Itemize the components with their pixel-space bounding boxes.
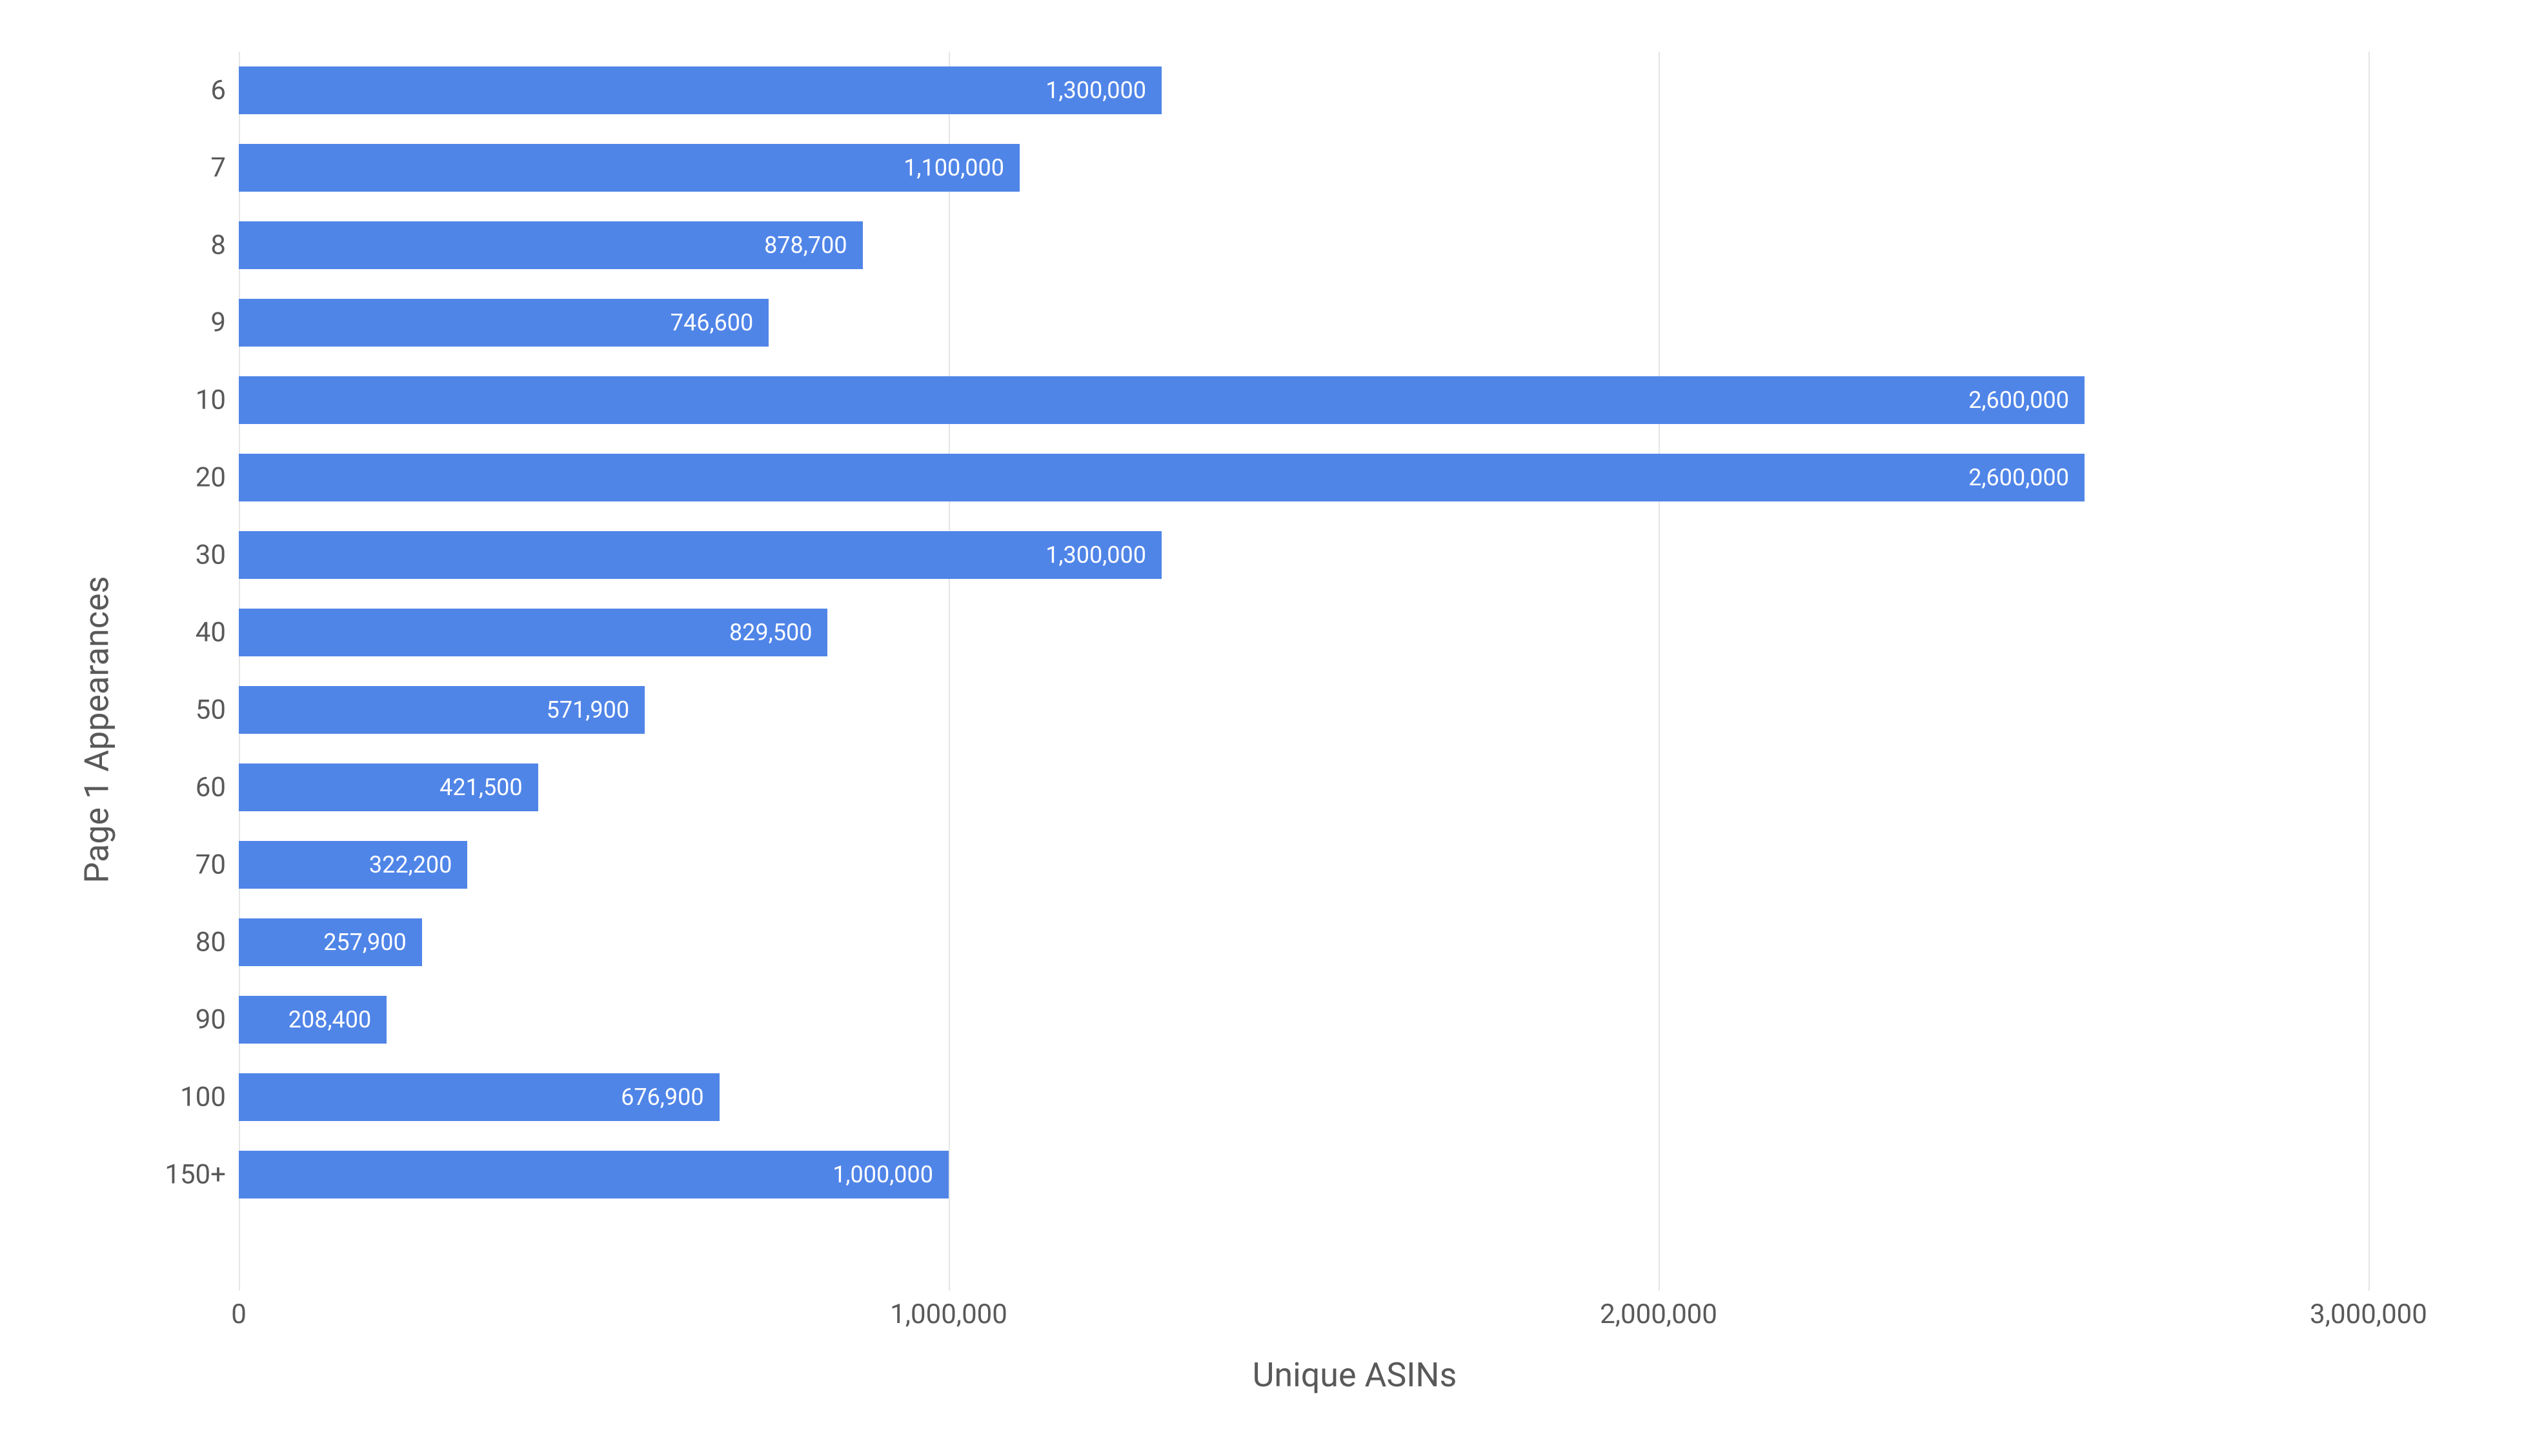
y-tick-label: 6: [210, 75, 226, 106]
y-tick-label: 8: [210, 230, 226, 261]
y-tick-labels: 6 7 8 9 10 20 30 40 50 60 70 80 90 100 150+: [129, 52, 239, 1213]
y-tick-label: 90: [196, 1004, 226, 1036]
bar: 571,900: [239, 686, 645, 734]
bar-value-label: 1,100,000: [904, 154, 1004, 181]
x-tick-label: 3,000,000: [2310, 1299, 2427, 1330]
bar-value-label: 1,300,000: [1045, 541, 1146, 569]
x-axis-title-text: Unique ASINs: [1253, 1355, 1457, 1395]
x-tick-label: 0: [231, 1299, 247, 1330]
gridline: [1659, 52, 1660, 1291]
y-tick-label: 100: [180, 1082, 226, 1113]
bar-value-label: 421,500: [439, 774, 522, 801]
bar: 1,300,000: [239, 531, 1162, 579]
bar-value-label: 2,600,000: [1968, 464, 2069, 491]
y-tick-label: 20: [196, 462, 226, 494]
bar: 1,000,000: [239, 1151, 949, 1198]
bar: 878,700: [239, 221, 863, 269]
y-tick-label: 80: [196, 927, 226, 958]
y-tick-label: 70: [196, 849, 226, 881]
y-tick-label: 9: [210, 307, 226, 339]
gridline: [2368, 52, 2370, 1291]
bar: 322,200: [239, 841, 467, 889]
x-axis-title: Unique ASINs: [239, 1342, 2470, 1407]
bar-value-label: 257,900: [323, 929, 406, 956]
bar-value-label: 208,400: [288, 1006, 371, 1033]
y-axis-title-text: Page 1 Appearances: [77, 576, 117, 883]
y-axis-title: Page 1 Appearances: [65, 52, 129, 1407]
bar: 676,900: [239, 1073, 720, 1121]
y-tick-label: 30: [196, 540, 226, 571]
bar: 1,300,000: [239, 66, 1162, 114]
bar: 746,600: [239, 299, 769, 347]
y-tick-label: 50: [196, 694, 226, 726]
bar-value-label: 878,700: [764, 232, 847, 259]
bar-value-label: 322,200: [369, 851, 452, 878]
bar-value-label: 1,300,000: [1045, 77, 1146, 104]
gridline: [949, 52, 950, 1291]
x-tick-label: 1,000,000: [890, 1299, 1007, 1330]
bar-value-label: 571,900: [547, 696, 629, 723]
bar: 257,900: [239, 918, 422, 966]
bar: 1,100,000: [239, 144, 1020, 192]
y-tick-label: 60: [196, 772, 226, 804]
bar-chart: Page 1 Appearances 6 7 8 9 10 20 30 40 50 60 70 80 9…: [65, 52, 2470, 1407]
bar-value-label: 1,000,000: [833, 1161, 933, 1188]
bar-value-label: 2,600,000: [1968, 387, 2069, 414]
plot-area: 1,300,000 1,100,000 878,700 746,600 2,600,00…: [239, 52, 2368, 1291]
bar: 2,600,000: [239, 376, 2085, 424]
bar: 2,600,000: [239, 454, 2085, 501]
bar: 421,500: [239, 763, 538, 811]
y-tick-label: 40: [196, 617, 226, 649]
x-tick-labels: 01,000,0002,000,0003,000,000: [239, 1291, 2368, 1342]
bar: 829,500: [239, 609, 827, 656]
plot-column: 1,300,000 1,100,000 878,700 746,600 2,600,00…: [239, 52, 2470, 1407]
bar-value-label: 746,600: [671, 309, 753, 336]
bar-value-label: 676,900: [621, 1084, 703, 1111]
y-tick-label: 150+: [165, 1159, 226, 1191]
bar: 208,400: [239, 996, 387, 1044]
x-tick-label: 2,000,000: [1600, 1299, 1717, 1330]
bar-value-label: 829,500: [729, 619, 812, 646]
y-tick-label: 10: [196, 385, 226, 416]
y-tick-label: 7: [210, 152, 226, 184]
